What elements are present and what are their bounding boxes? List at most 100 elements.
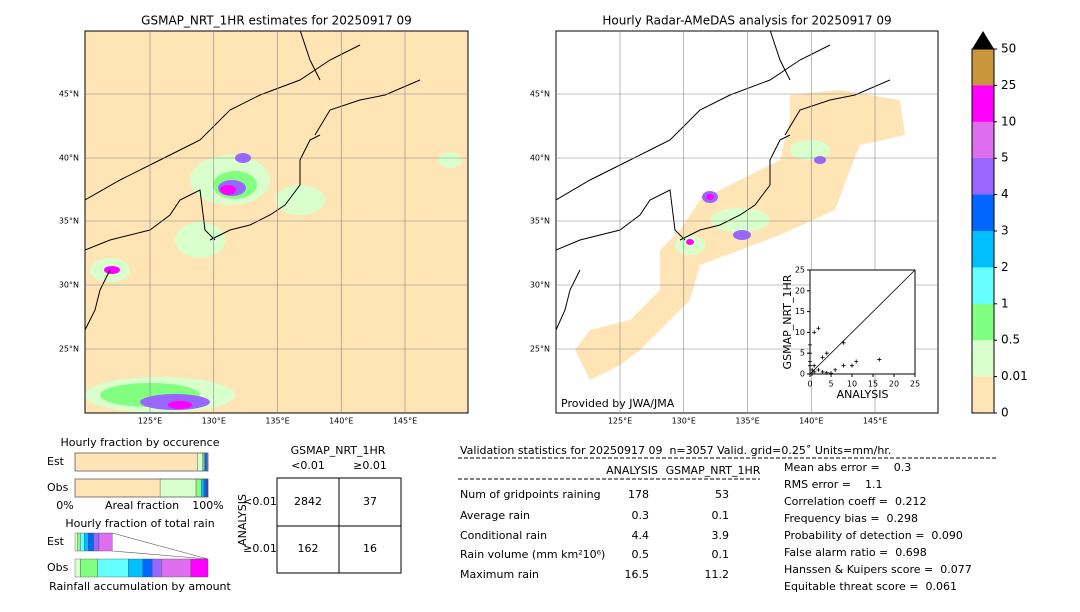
colorbar-band bbox=[972, 49, 994, 86]
axis-label: 100% bbox=[192, 499, 223, 512]
lon-label: 125°E bbox=[608, 417, 632, 426]
colorbar-band bbox=[972, 194, 994, 232]
lon-label: 130°E bbox=[672, 417, 696, 426]
scatter-point bbox=[854, 359, 859, 364]
table-title: GSMAP_NRT_1HR bbox=[291, 444, 386, 457]
lat-label: 45°N bbox=[530, 90, 550, 99]
colorbar-band bbox=[972, 85, 994, 123]
score: Probability of detection = 0.090 bbox=[784, 529, 963, 542]
lat-label: 40°N bbox=[59, 154, 79, 163]
lat-label: 30°N bbox=[59, 281, 79, 290]
fraction-segment bbox=[93, 532, 100, 552]
score: Mean abs error = 0.3 bbox=[784, 461, 911, 474]
chart-title: Hourly fraction by occurence bbox=[61, 436, 220, 449]
chart-title: Hourly fraction of total rain bbox=[65, 517, 214, 530]
stats-label: Conditional rain bbox=[460, 529, 547, 542]
stats-value: 11.2 bbox=[705, 568, 730, 581]
scatter-point bbox=[810, 372, 815, 376]
connector bbox=[112, 532, 209, 560]
scatter-point bbox=[841, 340, 846, 345]
fraction-segment bbox=[161, 558, 191, 578]
lat-label: 45°N bbox=[59, 90, 79, 99]
fraction-segment bbox=[84, 532, 89, 552]
lat-label: 30°N bbox=[530, 281, 550, 290]
stats-value: 178 bbox=[628, 488, 649, 501]
y-tick-label: 0 bbox=[800, 370, 805, 379]
y-tick-label: 15 bbox=[795, 307, 805, 316]
stats-header: Validation statistics for 20250917 09 n=… bbox=[460, 444, 891, 457]
axis-label: 0% bbox=[56, 499, 73, 512]
scatter-point bbox=[808, 351, 812, 356]
diagonal bbox=[809, 269, 916, 375]
row-label: ≥0.01 bbox=[243, 542, 277, 555]
colorbar-label: 2 bbox=[1001, 260, 1009, 274]
scatter-point bbox=[808, 359, 812, 364]
column-label: ANALYSIS bbox=[606, 464, 658, 477]
stats-value: 0.5 bbox=[632, 548, 650, 561]
column-label: ≥0.01 bbox=[353, 459, 387, 472]
scatter-point bbox=[824, 370, 829, 375]
chart-footer: Rainfall accumulation by amount bbox=[49, 580, 231, 593]
scatter-point bbox=[877, 357, 882, 362]
scatter-point bbox=[833, 367, 838, 372]
y-axis-label: GSMAP_NRT_1HR bbox=[781, 274, 794, 369]
score: Hanssen & Kuipers score = 0.077 bbox=[784, 563, 972, 576]
lon-label: 130°E bbox=[202, 417, 226, 426]
lat-label: 25°N bbox=[59, 345, 79, 354]
fraction-segment bbox=[159, 478, 197, 498]
colorbar-label: 0 bbox=[1001, 406, 1009, 420]
stats-value: 4.4 bbox=[632, 529, 650, 542]
right-map-frame bbox=[555, 30, 939, 414]
stats-value: 0.1 bbox=[712, 509, 730, 522]
y-tick-label: 10 bbox=[795, 328, 805, 337]
fraction-segment bbox=[74, 532, 78, 552]
scatter-point bbox=[820, 355, 825, 360]
scatter-point bbox=[810, 367, 815, 372]
x-tick-label: 0 bbox=[807, 380, 812, 389]
colorbar-label: 4 bbox=[1001, 187, 1009, 201]
lon-label: 135°E bbox=[265, 417, 289, 426]
fraction-segment bbox=[97, 558, 129, 578]
axis-label: Areal fraction bbox=[105, 499, 179, 512]
stats-value: 53 bbox=[715, 488, 729, 501]
colorbar-label: 3 bbox=[1001, 224, 1009, 238]
scatter-point bbox=[824, 351, 829, 356]
column-label: GSMAP_NRT_1HR bbox=[666, 464, 761, 477]
scatter-point bbox=[812, 330, 817, 335]
colorbar-band bbox=[972, 376, 994, 414]
colorbar-label: 5 bbox=[1001, 151, 1009, 165]
lat-label: 25°N bbox=[530, 345, 550, 354]
x-tick-label: 10 bbox=[847, 380, 857, 389]
colorbar-label: 1 bbox=[1001, 296, 1009, 310]
colorbar-band bbox=[972, 121, 994, 159]
colorbar-band bbox=[972, 267, 994, 305]
y-tick-label: 5 bbox=[800, 349, 805, 358]
colorbar-band bbox=[972, 340, 994, 378]
table-cell: 162 bbox=[298, 542, 319, 555]
fraction-segment bbox=[203, 478, 207, 498]
fraction-segment bbox=[98, 532, 113, 552]
lon-label: 145°E bbox=[863, 417, 887, 426]
x-tick-label: 20 bbox=[889, 380, 899, 389]
scatter-point bbox=[808, 342, 812, 347]
colorbar-band bbox=[972, 231, 994, 268]
fraction-segment bbox=[127, 558, 144, 578]
lon-label: 140°E bbox=[329, 417, 353, 426]
fraction-segment bbox=[190, 558, 209, 578]
score: RMS error = 1.1 bbox=[784, 478, 882, 491]
score: False alarm ratio = 0.698 bbox=[784, 546, 927, 559]
score: Frequency bias = 0.298 bbox=[784, 512, 918, 525]
scatter-point bbox=[820, 369, 825, 374]
fraction-segment bbox=[195, 478, 202, 498]
score: Correlation coeff = 0.212 bbox=[784, 495, 926, 508]
colorbar-label: 0.01 bbox=[1001, 369, 1028, 383]
stats-label: Average rain bbox=[460, 509, 530, 522]
fraction-segment bbox=[80, 558, 98, 578]
lat-label: 40°N bbox=[530, 154, 550, 163]
colorbar-extend bbox=[972, 31, 994, 49]
lon-label: 135°E bbox=[735, 417, 759, 426]
stats-label: Num of gridpoints raining bbox=[460, 488, 601, 501]
stats-value: 16.5 bbox=[625, 568, 650, 581]
